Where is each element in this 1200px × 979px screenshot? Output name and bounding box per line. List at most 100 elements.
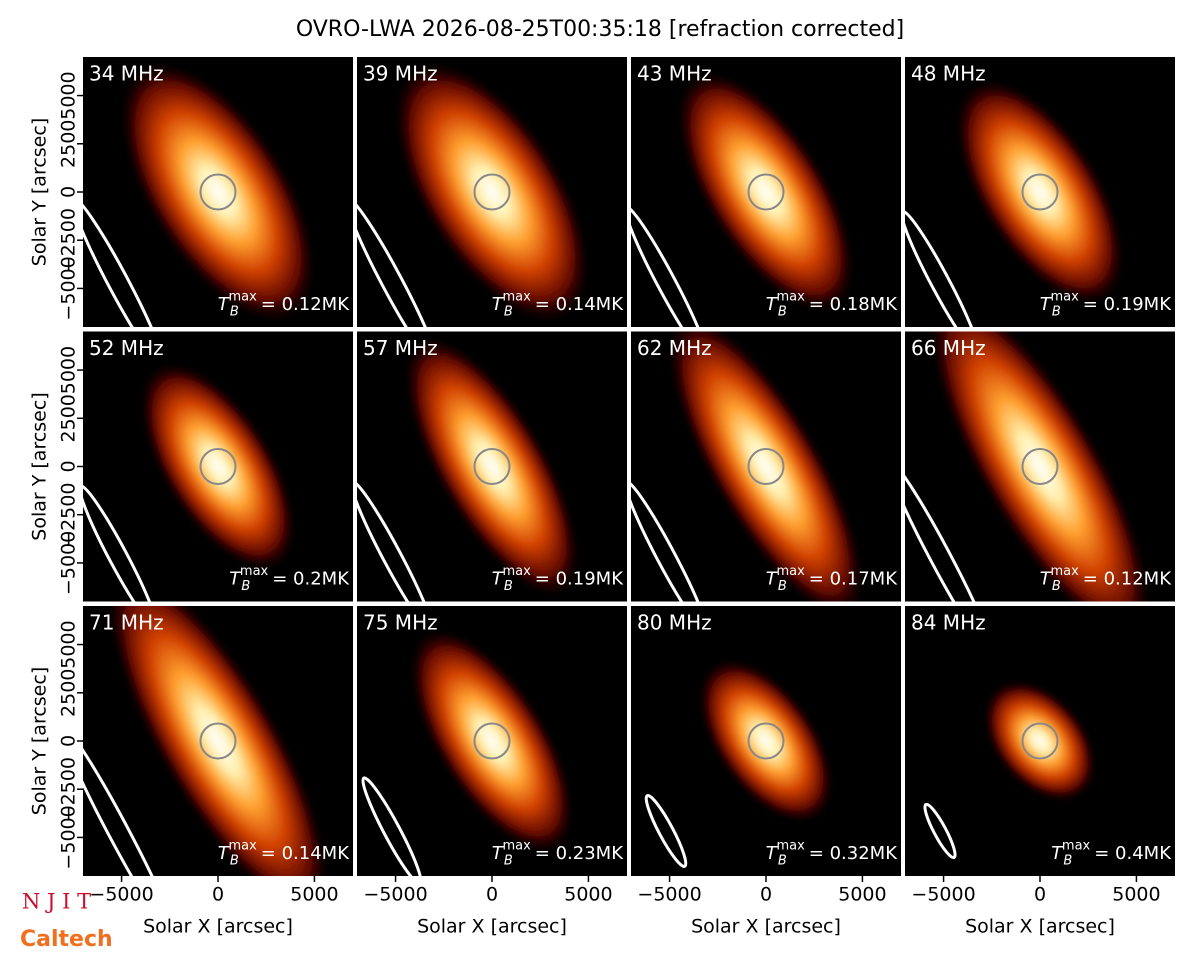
x-tick-label: 5000 <box>1112 884 1160 906</box>
frequency-label: 43 MHz <box>637 62 712 86</box>
tmax-sup: max <box>1050 290 1079 305</box>
tmax-sub: B <box>1052 579 1061 594</box>
tmax-symbol: T <box>218 294 231 315</box>
tmax-sup: max <box>1050 564 1079 579</box>
x-tick-label: 0 <box>212 884 224 906</box>
y-axis-label: Solar Y [arcsec] <box>29 667 51 815</box>
y-tick-label: 2500 <box>58 120 80 168</box>
x-tick-label: 5000 <box>290 884 338 906</box>
image <box>357 333 581 602</box>
x-tick-label: −5000 <box>363 884 427 906</box>
tmax-sup: max <box>240 564 269 579</box>
tmax-sub: B <box>1052 305 1061 320</box>
tmax-value: = 0.19MK <box>535 569 624 590</box>
x-tick-label: 5000 <box>838 884 886 906</box>
beam <box>923 802 957 860</box>
x-tick-label: −5000 <box>89 884 153 906</box>
tmax-sub: B <box>504 579 513 594</box>
beam <box>83 484 158 602</box>
x-axis-label: Solar X [arcsec] <box>143 916 293 938</box>
x-axis-label: Solar X [arcsec] <box>691 916 841 938</box>
tmax-sub: B <box>778 854 787 869</box>
tmax-sup: max <box>776 564 805 579</box>
solar-disk <box>1021 722 1059 760</box>
emission <box>676 69 856 315</box>
emission <box>403 333 581 600</box>
image <box>361 626 576 876</box>
x-tick-label: 5000 <box>564 884 612 906</box>
tmax-value: = 0.17MK <box>809 569 898 590</box>
tmax-symbol: T <box>492 294 505 315</box>
tmax-symbol: T <box>1040 569 1053 590</box>
emission <box>666 331 866 602</box>
emission <box>983 680 1097 802</box>
tmax-sub: B <box>778 579 787 594</box>
frequency-label: 39 MHz <box>363 62 438 86</box>
x-axis-label: Solar X [arcsec] <box>417 916 567 938</box>
solar-disk <box>473 173 511 211</box>
y-tick-label: 5000 <box>58 71 80 119</box>
tmax-value: = 0.12MK <box>1083 569 1172 590</box>
solar-disk <box>473 722 511 760</box>
emission <box>408 626 576 856</box>
solar-disk <box>747 448 785 485</box>
tmax-sup: max <box>776 290 805 305</box>
tmax-sup: max <box>502 839 531 854</box>
frequency-label: 62 MHz <box>637 336 712 360</box>
frequency-label: 52 MHz <box>89 336 164 360</box>
y-tick-label: 5000 <box>58 620 80 668</box>
y-tick-label: 2500 <box>58 669 80 717</box>
y-tick-label: −5000 <box>58 531 80 595</box>
x-tick-label: 0 <box>760 884 772 906</box>
frequency-label: 80 MHz <box>637 611 712 635</box>
y-tick-label: 5000 <box>58 346 80 394</box>
emission <box>139 360 297 573</box>
logo: N J I T <box>22 890 91 914</box>
tmax-value: = 0.12MK <box>261 294 350 315</box>
emission <box>927 331 1153 602</box>
tmax-sup: max <box>502 290 531 305</box>
tmax-symbol: T <box>492 569 505 590</box>
title: OVRO-LWA 2026-08-25T00:35:18 [refraction… <box>296 17 904 42</box>
y-axis-label: Solar Y [arcsec] <box>29 392 51 540</box>
beam <box>83 196 165 327</box>
y-tick-label: 0 <box>58 735 80 747</box>
image <box>357 59 592 327</box>
tmax-symbol: T <box>229 569 242 590</box>
frequency-label: 48 MHz <box>911 62 986 86</box>
y-tick-label: −2500 <box>58 208 80 272</box>
tmax-sup: max <box>502 564 531 579</box>
tmax-sub: B <box>230 854 239 869</box>
tmax-symbol: T <box>766 843 779 864</box>
tmax-value: = 0.14MK <box>535 294 624 315</box>
emission <box>954 77 1126 307</box>
tmax-sub: B <box>1063 854 1072 869</box>
frequency-label: 34 MHz <box>89 62 164 86</box>
y-tick-label: −5000 <box>58 256 80 320</box>
tmax-value: = 0.19MK <box>1083 294 1172 315</box>
beam <box>357 479 435 602</box>
tmax-symbol: T <box>1040 294 1053 315</box>
solar-disk <box>1021 448 1059 485</box>
tmax-symbol: T <box>492 843 505 864</box>
y-tick-label: 2500 <box>58 394 80 442</box>
tmax-sup: max <box>228 839 257 854</box>
image <box>83 360 297 602</box>
y-axis-label: Solar Y [arcsec] <box>29 118 51 266</box>
image <box>83 59 318 327</box>
tmax-symbol: T <box>1051 843 1064 864</box>
tmax-value: = 0.23MK <box>535 843 624 864</box>
solar-disk <box>1021 173 1059 211</box>
tmax-symbol: T <box>218 843 231 864</box>
y-tick-label: −2500 <box>58 757 80 821</box>
tmax-value: = 0.2MK <box>272 569 350 590</box>
tmax-value: = 0.18MK <box>809 294 898 315</box>
